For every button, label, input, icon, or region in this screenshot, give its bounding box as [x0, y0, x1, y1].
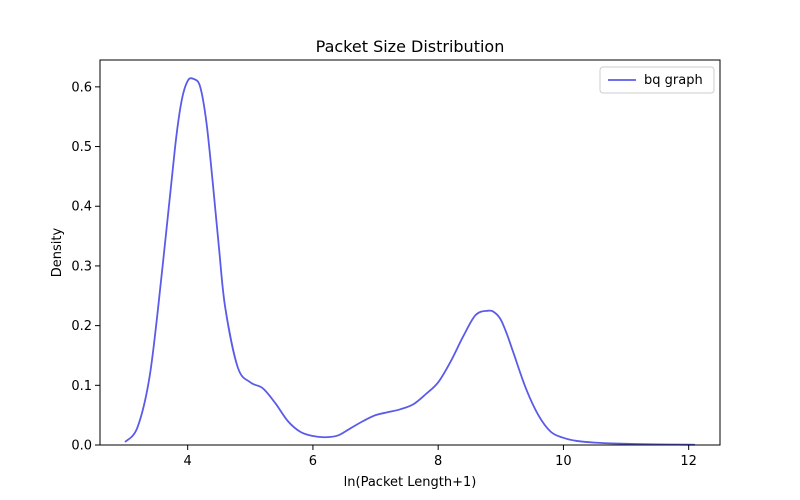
y-axis: 0.0 0.1 0.2 0.3 0.4 0.5 0.6: [71, 80, 100, 454]
y-tick-label: 0.5: [71, 140, 92, 155]
x-axis-label: ln(Packet Length+1): [344, 475, 477, 490]
legend-label-bq-graph: bq graph: [644, 73, 703, 88]
chart-title: Packet Size Distribution: [316, 37, 505, 56]
plot-frame: [99, 59, 721, 446]
y-tick-label: 0.6: [71, 80, 92, 95]
y-axis-label: Density: [50, 227, 65, 277]
x-tick-label: 4: [184, 454, 192, 469]
y-tick-label: 0.3: [71, 259, 92, 274]
x-tick-label: 10: [555, 454, 572, 469]
x-tick-label: 6: [309, 454, 317, 469]
legend: bq graph: [599, 66, 715, 94]
y-tick-label: 0.1: [71, 379, 92, 394]
x-tick-label: 8: [434, 454, 442, 469]
x-axis: 4 6 8 10 12: [184, 445, 697, 469]
y-tick-label: 0.4: [71, 200, 92, 215]
x-tick-label: 12: [680, 454, 697, 469]
plot-area: [124, 77, 695, 446]
y-tick-label: 0.0: [71, 439, 92, 454]
y-tick-label: 0.2: [71, 319, 92, 334]
legend-box: [599, 66, 715, 94]
series-line-bq-graph: [124, 77, 695, 446]
